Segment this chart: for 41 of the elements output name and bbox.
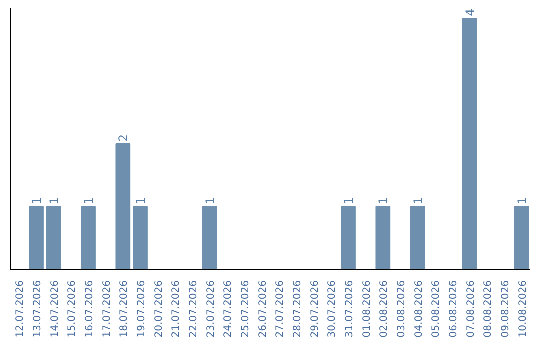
x-tick-label: 26.07.2026: [258, 280, 269, 338]
data-label: 1: [47, 197, 62, 205]
data-label: 1: [342, 197, 356, 205]
data-label: 1: [411, 197, 426, 205]
x-tick-label: 16.07.2026: [84, 280, 96, 338]
x-tick-label: 21.07.2026: [171, 280, 182, 338]
x-tick-label: 03.08.2026: [396, 280, 408, 338]
data-label: 1: [376, 197, 391, 205]
x-tick-label: 20.07.2026: [154, 280, 165, 338]
x-tick-label: 25.07.2026: [240, 280, 252, 338]
x-tick-label: 09.08.2026: [500, 280, 512, 338]
x-tick-label: 31.07.2026: [344, 280, 356, 338]
x-tick-label: 10.08.2026: [518, 280, 529, 338]
x-tick-label: 27.07.2026: [275, 280, 286, 338]
x-tick-label: 01.08.2026: [362, 280, 373, 338]
data-label: 1: [203, 197, 218, 205]
x-tick-label: 29.07.2026: [310, 280, 321, 338]
x-tick-label: 17.07.2026: [102, 280, 113, 338]
x-tick-label: 06.08.2026: [448, 280, 460, 338]
x-tick-label: 15.07.2026: [67, 280, 78, 338]
x-tick-label: 12.07.2026: [15, 280, 26, 338]
x-tick-label: 14.07.2026: [50, 280, 61, 338]
data-label: 1: [82, 197, 96, 205]
data-label: 4: [463, 8, 478, 17]
x-tick-label: 18.07.2026: [119, 280, 130, 338]
data-label: 1: [134, 197, 148, 205]
x-tick-label: 30.07.2026: [327, 280, 338, 338]
x-tick-label: 19.07.2026: [136, 280, 148, 338]
x-tick-label: 05.08.2026: [431, 280, 442, 338]
x-tick-label: 13.07.2026: [32, 280, 44, 338]
x-tick-label: 23.07.2026: [206, 280, 217, 338]
x-tick-label: 22.07.2026: [188, 280, 200, 338]
data-label: 1: [30, 197, 44, 205]
x-tick-label: 28.07.2026: [292, 280, 304, 338]
x-tick-label: 02.08.2026: [379, 280, 390, 338]
x-tick-label: 24.07.2026: [223, 280, 234, 338]
data-label: 2: [116, 134, 131, 142]
x-tick-label: 08.08.2026: [483, 280, 494, 338]
x-tick-label: 04.08.2026: [414, 280, 425, 338]
x-tick-label: 07.08.2026: [466, 280, 477, 338]
data-label: 1: [515, 197, 530, 205]
